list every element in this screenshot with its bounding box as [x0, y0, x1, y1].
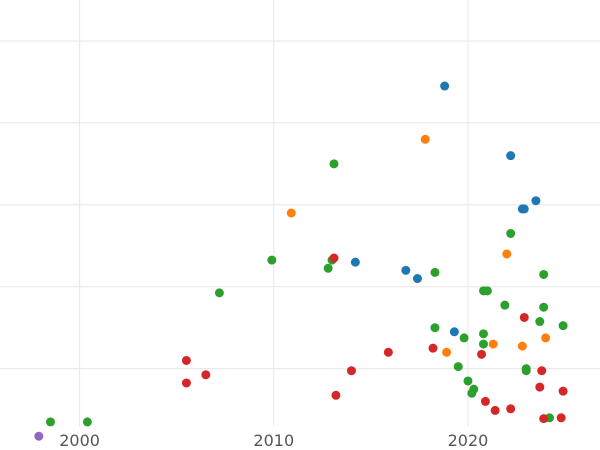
point-green — [521, 366, 531, 376]
point-orange — [541, 333, 551, 343]
point-orange — [517, 341, 527, 351]
point-red — [477, 349, 487, 359]
point-green — [430, 323, 440, 333]
point-purple — [34, 431, 44, 441]
point-green — [214, 288, 224, 298]
point-green — [558, 321, 568, 331]
x-axis-ticks: 2000 2010 2020 — [59, 431, 488, 450]
point-blue — [440, 81, 450, 91]
grid — [0, 0, 600, 426]
point-red — [519, 312, 529, 322]
point-green — [535, 317, 545, 327]
data-points — [34, 81, 568, 441]
point-blue — [401, 265, 411, 275]
point-red — [506, 404, 516, 414]
point-blue — [350, 257, 360, 267]
point-green — [500, 300, 510, 310]
point-red — [535, 382, 545, 392]
point-red — [556, 413, 566, 423]
point-red — [201, 370, 211, 380]
x-tick-label: 2020 — [448, 431, 489, 450]
point-green — [463, 376, 473, 386]
point-green — [539, 269, 549, 279]
point-red — [346, 366, 356, 376]
point-green — [430, 267, 440, 277]
point-green — [478, 339, 488, 349]
point-orange — [488, 339, 498, 349]
point-green — [323, 263, 333, 273]
point-orange — [420, 134, 430, 144]
point-blue — [506, 151, 516, 161]
x-tick-label: 2010 — [253, 431, 294, 450]
point-red — [329, 253, 339, 263]
point-red — [428, 343, 438, 353]
point-green — [267, 255, 277, 265]
point-green — [45, 417, 55, 427]
point-blue — [531, 196, 541, 206]
point-green — [467, 388, 477, 398]
point-orange — [286, 208, 296, 218]
point-green — [478, 329, 488, 339]
point-red — [537, 366, 547, 376]
point-red — [558, 386, 568, 396]
point-blue — [519, 204, 529, 214]
point-red — [490, 405, 500, 415]
point-red — [181, 355, 191, 365]
point-orange — [502, 249, 512, 259]
point-red — [383, 347, 393, 357]
point-green — [329, 159, 339, 169]
point-green — [482, 286, 492, 296]
point-red — [539, 414, 549, 424]
point-green — [459, 333, 469, 343]
point-red — [181, 378, 191, 388]
point-green — [539, 302, 549, 312]
point-green — [82, 417, 92, 427]
x-tick-label: 2000 — [59, 431, 100, 450]
point-green — [453, 362, 463, 372]
point-orange — [442, 347, 452, 357]
point-blue — [412, 274, 422, 284]
point-red — [331, 390, 341, 400]
point-green — [506, 228, 516, 238]
point-blue — [449, 327, 459, 337]
point-red — [480, 396, 490, 406]
